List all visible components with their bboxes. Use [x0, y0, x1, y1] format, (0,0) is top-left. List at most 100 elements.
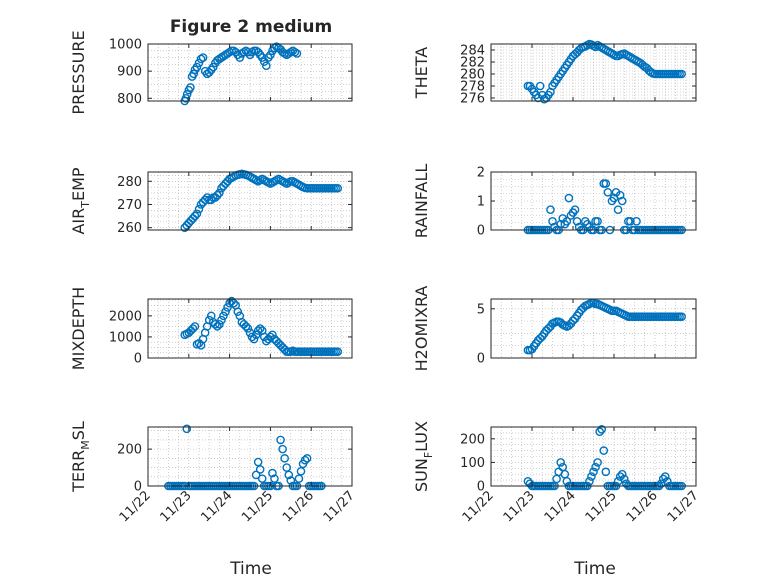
data-point — [253, 326, 263, 335]
y-tick-label: 200 — [460, 432, 485, 447]
y-axis-label: AIRTEMP — [69, 167, 92, 234]
data-point — [200, 195, 210, 205]
data-point — [276, 435, 285, 445]
y-tick-label: 280 — [460, 68, 485, 83]
x-tick-label: 11/24 — [198, 488, 235, 525]
data-point — [186, 83, 195, 92]
y-axis-label: THETA — [412, 47, 431, 99]
plot-area — [148, 427, 352, 486]
x-tick-label: 11/27 — [665, 488, 702, 525]
y-tick-label: 276 — [460, 92, 485, 107]
data-point — [213, 322, 222, 331]
data-point — [229, 298, 238, 308]
subplot-rainfall: 0 1 2 RAINFALL — [412, 164, 697, 239]
y-tick-label: 5 — [477, 302, 485, 317]
axes-box — [147, 426, 353, 487]
data-point — [255, 324, 265, 333]
data-point — [544, 324, 553, 333]
data-point — [290, 47, 300, 57]
data-point — [677, 69, 686, 79]
data-point — [241, 322, 251, 331]
x-tick-label: 11/26 — [624, 488, 661, 525]
y-tick-label: 100 — [460, 456, 485, 471]
data-point — [182, 89, 192, 99]
data-point — [268, 468, 277, 478]
data-point — [266, 332, 275, 342]
x-tick-label: 11/24 — [542, 488, 579, 525]
data-point — [284, 470, 294, 480]
data-point — [572, 216, 582, 226]
axes-box — [490, 298, 697, 359]
y-axis-label: RAINFALL — [412, 164, 431, 239]
data-point — [286, 47, 296, 57]
axes-box — [147, 43, 353, 102]
data-point — [190, 211, 200, 221]
subplot-pressure: 800 900 1000 PRESSURE — [69, 30, 353, 115]
x-axis-label-left: Time — [229, 559, 272, 579]
axes-box — [147, 298, 353, 359]
data-point — [589, 467, 598, 477]
data-point — [198, 53, 208, 62]
y-axis-label: SUNFLUX — [412, 421, 435, 492]
axes-box — [490, 43, 697, 102]
data-point — [215, 319, 224, 329]
x-tick-label: 11/23 — [501, 488, 538, 525]
y-tick-label: 0 — [477, 352, 485, 367]
data-point — [300, 455, 310, 465]
y-tick-label: 270 — [117, 198, 142, 213]
data-point — [593, 458, 602, 467]
data-point — [593, 216, 602, 226]
axes-box — [490, 426, 697, 487]
data-point — [535, 81, 545, 91]
data-point — [208, 62, 218, 72]
data-point — [677, 312, 686, 322]
y-tick-label: 2 — [477, 166, 485, 181]
data-point — [595, 427, 604, 437]
data-point — [591, 42, 600, 52]
data-point — [247, 332, 257, 342]
data-point — [585, 476, 594, 486]
y-axis-label: PRESSURE — [69, 30, 88, 114]
data-point — [235, 53, 245, 62]
data-point — [302, 454, 312, 463]
data-point — [280, 49, 289, 58]
data-point — [660, 472, 670, 481]
data-point — [286, 476, 296, 485]
data-point — [333, 183, 343, 193]
data-point — [233, 307, 243, 316]
data-point — [617, 469, 627, 479]
data-point — [619, 474, 629, 484]
data-point — [249, 334, 259, 344]
x-tick-label: 11/27 — [321, 488, 358, 525]
x-axis-label-right: Time — [573, 559, 616, 579]
y-axis-label: MIXDEPTH — [69, 287, 88, 370]
data-point — [333, 347, 343, 356]
data-point — [556, 458, 566, 467]
data-point — [601, 179, 611, 188]
data-point — [280, 454, 289, 463]
y-tick-label: 282 — [460, 56, 485, 71]
y-tick-label: 0 — [477, 480, 485, 495]
data-point — [221, 307, 230, 316]
data-point — [570, 205, 580, 214]
data-point — [217, 315, 226, 325]
data-point — [194, 204, 204, 214]
y-axis-label: H2OMIXRA — [412, 286, 431, 372]
data-point — [255, 465, 265, 474]
data-point — [189, 69, 198, 79]
data-point — [196, 54, 206, 64]
data-point — [562, 216, 572, 226]
y-axis-label: TERRMSL — [69, 421, 92, 493]
data-point — [268, 330, 277, 340]
data-point — [251, 470, 261, 480]
data-point — [257, 53, 267, 62]
y-tick-label: 1000 — [109, 330, 142, 345]
data-point — [278, 444, 287, 454]
data-point — [587, 472, 596, 481]
data-point — [182, 424, 192, 434]
data-point — [564, 193, 574, 203]
